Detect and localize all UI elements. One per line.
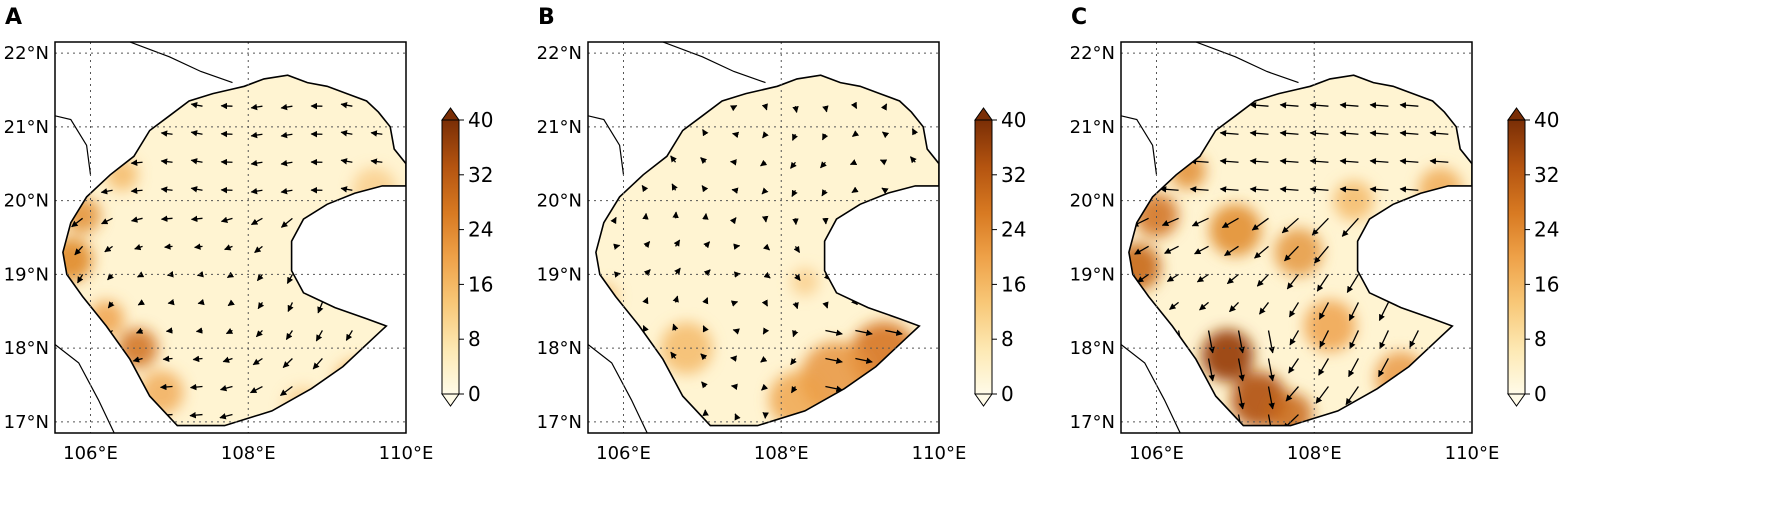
colorbar-tick-label: 32 bbox=[1534, 163, 1559, 187]
lat-tick-label: 19°N bbox=[537, 264, 582, 285]
vector-arrow bbox=[161, 387, 173, 388]
colorbar-min-extend bbox=[975, 394, 992, 406]
colorbar-tick-label: 16 bbox=[1001, 272, 1026, 296]
intensity-blob bbox=[791, 268, 819, 296]
colorbar-scale bbox=[442, 120, 459, 394]
vector-arrow bbox=[735, 302, 737, 303]
vector-arrow bbox=[646, 214, 647, 219]
vector-arrow bbox=[735, 246, 739, 247]
colorbar-tick-label: 0 bbox=[1001, 382, 1014, 406]
colorbar-tick-label: 32 bbox=[468, 163, 493, 187]
colorbar: 40 32 24 16 8 0 bbox=[975, 108, 1026, 406]
lon-tick-label: 106°E bbox=[1129, 443, 1184, 464]
lat-tick-label: 22°N bbox=[537, 43, 582, 64]
vector-arrow bbox=[165, 246, 173, 247]
lat-tick-label: 17°N bbox=[1070, 412, 1115, 433]
vector-arrow bbox=[731, 162, 736, 163]
colorbar-tick-label: 24 bbox=[1534, 218, 1559, 242]
colorbar-tick-label: 32 bbox=[1001, 163, 1026, 187]
map-area bbox=[1113, 42, 1472, 437]
lat-tick-label: 19°N bbox=[1070, 264, 1115, 285]
intensity-blob bbox=[1274, 228, 1322, 276]
lat-tick-label: 20°N bbox=[4, 191, 49, 212]
lon-tick-label: 110°E bbox=[379, 443, 434, 464]
lat-tick-label: 19°N bbox=[4, 264, 49, 285]
lon-tick-label: 110°E bbox=[912, 443, 967, 464]
colorbar-tick-label: 0 bbox=[468, 382, 481, 406]
colorbar: 40 32 24 16 8 0 bbox=[442, 108, 493, 406]
vector-arrow bbox=[616, 217, 617, 218]
vector-arrow bbox=[163, 358, 172, 359]
vector-arrow bbox=[733, 134, 736, 135]
panel-letter: C bbox=[1071, 5, 1087, 30]
lat-tick-label: 20°N bbox=[1070, 191, 1115, 212]
lon-tick-label: 110°E bbox=[1445, 443, 1500, 464]
lon-tick-label: 108°E bbox=[221, 443, 276, 464]
vector-arrow bbox=[167, 330, 173, 331]
colorbar-tick-label: 0 bbox=[1534, 382, 1547, 406]
colorbar-tick-label: 16 bbox=[468, 272, 493, 296]
panel-letter: B bbox=[538, 5, 555, 30]
lon-tick-label: 106°E bbox=[63, 443, 118, 464]
colorbar-tick-label: 8 bbox=[1534, 327, 1547, 351]
colorbar-tick-label: 40 bbox=[1001, 108, 1026, 132]
vector-arrow bbox=[732, 190, 735, 191]
intensity-blob bbox=[1304, 300, 1356, 352]
lon-tick-label: 108°E bbox=[1287, 443, 1342, 464]
colorbar-max-extend bbox=[1508, 108, 1525, 120]
map-panel-c: C 22°N 21°N 20°N 19°N 18°N 17°N 106°E 108°E 110°E… bbox=[1070, 5, 1560, 464]
colorbar-scale bbox=[1508, 120, 1525, 394]
colorbar-tick-label: 16 bbox=[1534, 272, 1559, 296]
vector-arrow bbox=[732, 386, 736, 387]
vector-arrow bbox=[735, 218, 736, 219]
vector-arrow bbox=[733, 330, 735, 331]
lat-tick-label: 18°N bbox=[4, 338, 49, 359]
colorbar-tick-label: 40 bbox=[1534, 108, 1559, 132]
colorbar-tick-label: 8 bbox=[468, 327, 481, 351]
vector-arrow bbox=[162, 218, 173, 219]
lat-tick-label: 17°N bbox=[4, 412, 49, 433]
lon-tick-label: 108°E bbox=[754, 443, 809, 464]
colorbar-tick-label: 8 bbox=[1001, 327, 1014, 351]
vector-arrow bbox=[765, 218, 766, 222]
colorbar-min-extend bbox=[442, 394, 459, 406]
map-area bbox=[49, 42, 406, 433]
map-area bbox=[588, 42, 939, 433]
vector-arrow bbox=[616, 245, 620, 246]
lat-tick-label: 18°N bbox=[537, 338, 582, 359]
lat-tick-label: 21°N bbox=[4, 117, 49, 138]
vector-arrow bbox=[706, 214, 707, 219]
vector-arrow bbox=[795, 218, 796, 224]
colorbar: 40 32 24 16 8 0 bbox=[1508, 108, 1559, 406]
map-panel-a: A 22°N 21°N 20°N 19°N 18°N 17°N 106°E 108°E 110°E… bbox=[4, 5, 494, 464]
vector-arrow bbox=[676, 212, 677, 218]
vector-arrow bbox=[735, 106, 736, 107]
colorbar-min-extend bbox=[1508, 394, 1525, 406]
colorbar-tick-label: 24 bbox=[468, 218, 493, 242]
colorbar-tick-label: 24 bbox=[1001, 218, 1026, 242]
vector-arrow bbox=[731, 358, 736, 359]
colorbar-scale bbox=[975, 120, 992, 394]
vector-arrow bbox=[168, 302, 172, 303]
lat-tick-label: 18°N bbox=[1070, 338, 1115, 359]
map-panel-b: B 22°N 21°N 20°N 19°N 18°N 17°N 106°E 108°E 110°E… bbox=[537, 5, 1027, 464]
lat-tick-label: 22°N bbox=[1070, 43, 1115, 64]
lat-tick-label: 21°N bbox=[537, 117, 582, 138]
panel-letter: A bbox=[5, 5, 22, 30]
lat-tick-label: 22°N bbox=[4, 43, 49, 64]
colorbar-tick-label: 40 bbox=[468, 108, 493, 132]
lon-tick-label: 106°E bbox=[596, 443, 651, 464]
colorbar-max-extend bbox=[442, 108, 459, 120]
lat-tick-label: 21°N bbox=[1070, 117, 1115, 138]
lat-tick-label: 17°N bbox=[537, 412, 582, 433]
vector-arrow bbox=[825, 218, 826, 224]
colorbar-max-extend bbox=[975, 108, 992, 120]
lat-tick-label: 20°N bbox=[537, 191, 582, 212]
